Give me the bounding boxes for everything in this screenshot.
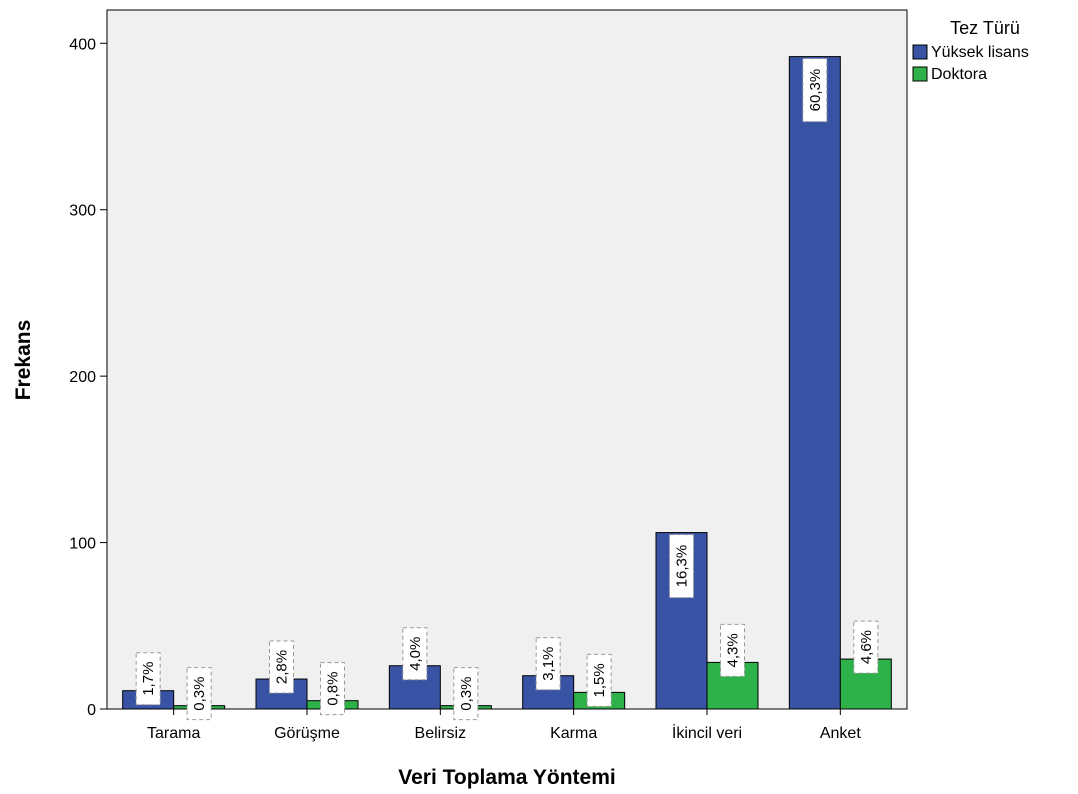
data-label: 0,3%	[458, 677, 475, 711]
legend-label: Doktora	[931, 66, 987, 83]
x-tick-label: Karma	[550, 725, 597, 742]
data-label: 4,0%	[407, 637, 424, 671]
x-tick-label: Anket	[820, 725, 861, 742]
data-label: 0,8%	[325, 672, 342, 706]
y-tick-label: 200	[69, 369, 96, 386]
x-tick-label: Tarama	[147, 725, 200, 742]
data-label-box	[853, 620, 879, 674]
x-axis: Tarama Görüşme Belirsiz Karma İkincil veri An…	[147, 709, 861, 742]
bar	[788, 56, 841, 710]
data-label-box	[320, 662, 345, 716]
data-label-box	[186, 667, 212, 721]
data-label: 3,1%	[540, 647, 557, 681]
legend-swatch	[912, 44, 928, 60]
data-label-box	[669, 534, 694, 599]
y-tick-label: 300	[69, 203, 96, 220]
legend-label: Yüksek lisans	[931, 44, 1029, 61]
data-label: 60,3%	[807, 69, 824, 112]
data-label-box	[586, 653, 612, 707]
y-tick-label: 0	[87, 702, 96, 719]
y-axis: 0 100 200 300 400	[69, 36, 107, 719]
x-axis-title: Veri Toplama Yöntemi	[398, 766, 615, 789]
legend-title: Tez Türü	[950, 18, 1020, 38]
data-label-box	[720, 623, 745, 677]
x-tick-label: Görüşme	[274, 725, 340, 742]
data-label-box	[535, 637, 561, 691]
legend-swatch	[912, 66, 928, 82]
data-label-box	[402, 627, 428, 681]
data-label-box	[802, 58, 828, 123]
data-label: 1,5%	[591, 663, 608, 697]
data-label-box	[269, 640, 294, 694]
data-label: 4,6%	[858, 630, 875, 664]
y-tick-label: 100	[69, 536, 96, 553]
data-label-box	[453, 667, 479, 721]
y-axis-title: Frekans	[12, 320, 35, 401]
y-tick-label: 400	[69, 36, 96, 53]
data-label-box	[135, 652, 161, 706]
legend: Tez Türü Yüksek lisans Doktora	[912, 18, 1029, 83]
data-labels-group: 1,7% 0,3% 2,8% 0,8% 4,0% 0,3% 3,1% 1,5% 16,3% 4,3…	[135, 58, 879, 721]
x-tick-label: Belirsiz	[415, 725, 467, 742]
data-label: 16,3%	[674, 545, 691, 588]
data-label: 0,3%	[191, 677, 208, 711]
data-label: 4,3%	[725, 633, 742, 667]
data-label: 1,7%	[140, 662, 157, 696]
data-label: 2,8%	[274, 650, 291, 684]
x-tick-label: İkincil veri	[672, 723, 742, 742]
plot-area	[106, 9, 908, 710]
